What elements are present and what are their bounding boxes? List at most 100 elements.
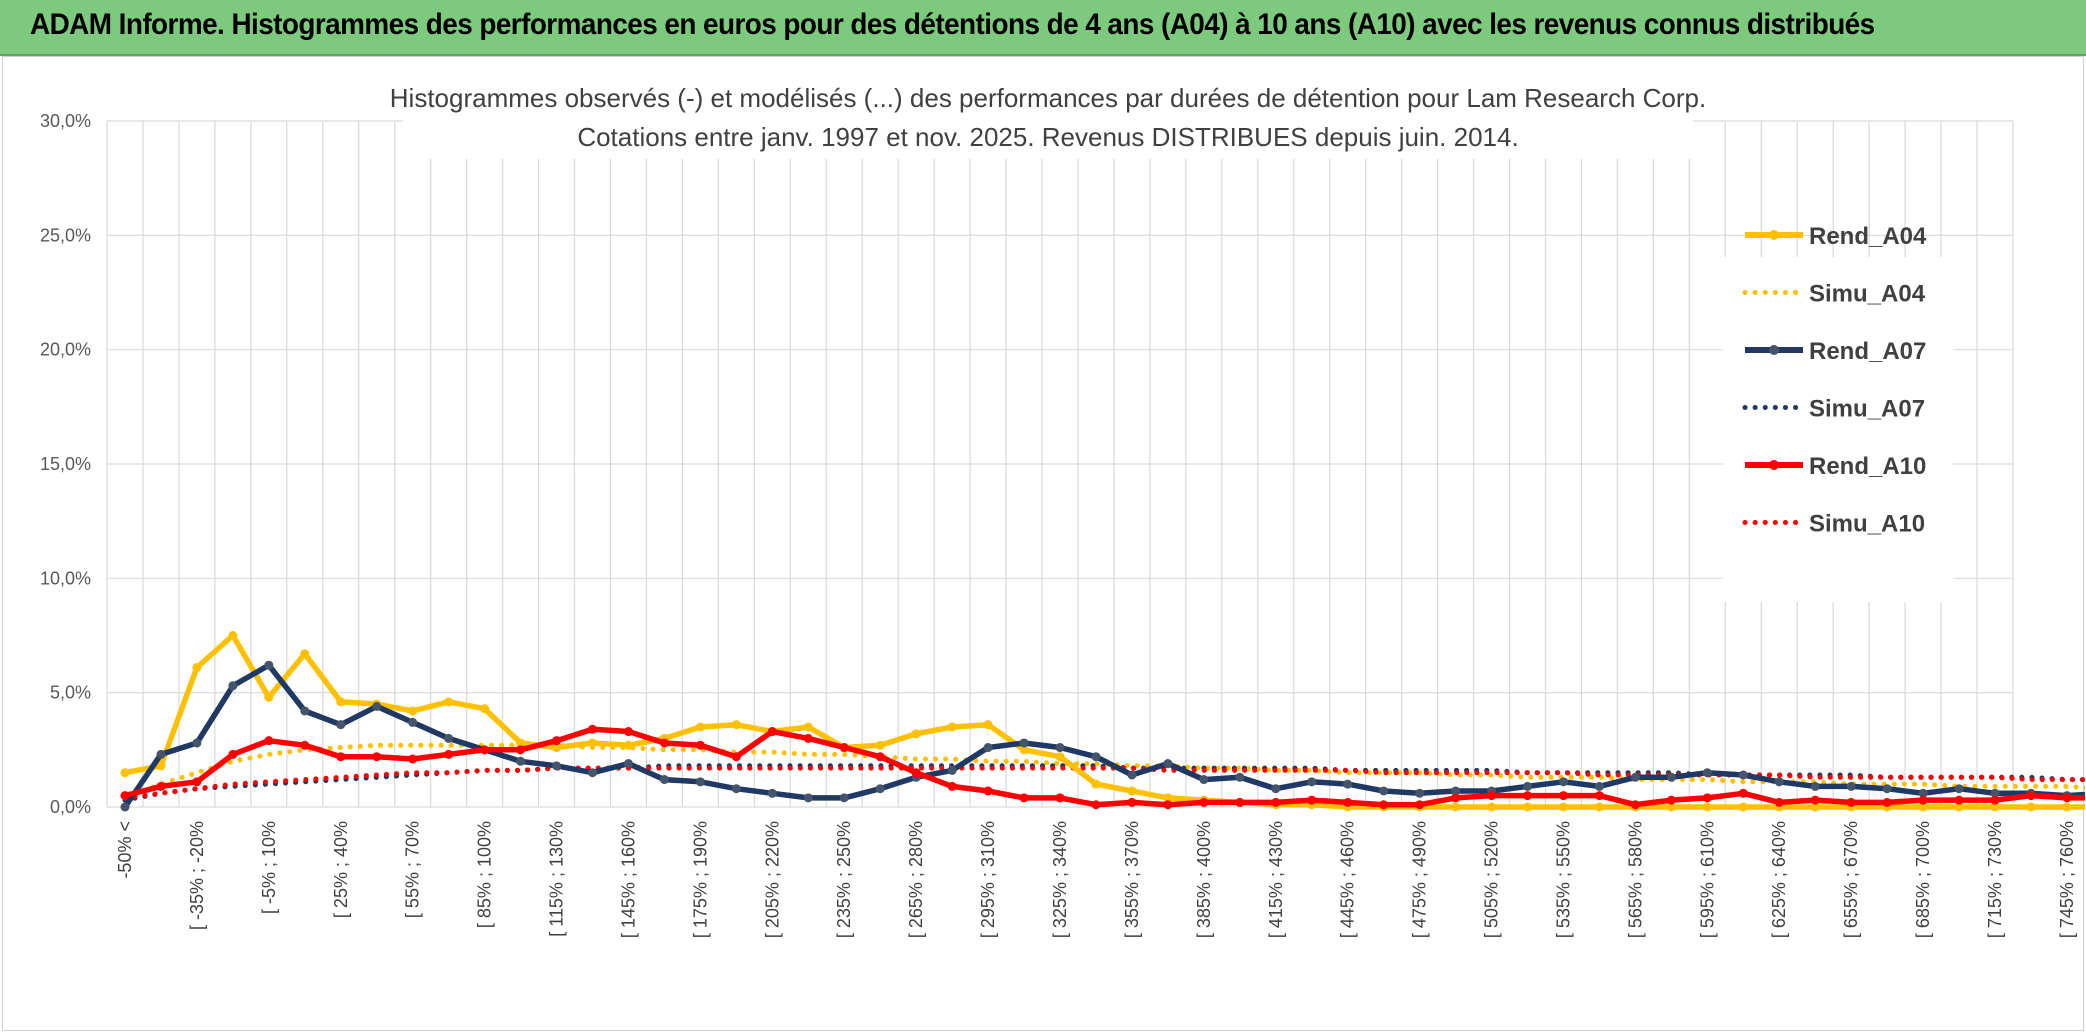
x-tick-label: -50% <: [115, 821, 135, 879]
data-point: [120, 791, 130, 801]
data-point: [1990, 802, 2000, 812]
x-tick-label: [ 355% ; 370%: [1122, 821, 1142, 938]
legend-item-simu_a10: Simu_A10: [1742, 511, 1925, 538]
data-point: [1990, 788, 2000, 798]
data-point: [875, 752, 885, 762]
data-point: [444, 733, 454, 743]
data-point: [1415, 800, 1425, 810]
data-point: [1666, 802, 1676, 812]
data-point: [1091, 779, 1101, 789]
data-point: [947, 722, 957, 732]
data-point: [408, 706, 418, 716]
data-point: [120, 802, 130, 812]
x-tick-label: [ 475% ; 490%: [1410, 821, 1430, 938]
data-point: [1558, 802, 1568, 812]
data-point: [983, 720, 993, 730]
data-point: [803, 793, 813, 803]
x-tick-label: [ 265% ; 280%: [906, 821, 926, 938]
data-point: [767, 727, 777, 737]
data-point: [1738, 802, 1748, 812]
data-point: [516, 756, 526, 766]
data-point: [1558, 777, 1568, 787]
data-point: [1271, 797, 1281, 807]
data-point: [1594, 791, 1604, 801]
data-point: [408, 717, 418, 727]
data-point: [1954, 802, 1964, 812]
data-point: [587, 738, 597, 748]
x-tick-label: [ 25% ; 40%: [331, 821, 351, 918]
data-point: [1810, 795, 1820, 805]
x-tick-label: [ 205% ; 220%: [762, 821, 782, 938]
x-axis: -50% < [ -35% ; -20% [ -5% ; 10% [ 25% ; 40…: [115, 821, 2077, 938]
data-point: [1055, 743, 1065, 753]
x-tick-label: [ 235% ; 250%: [834, 821, 854, 938]
data-point: [1019, 738, 1029, 748]
data-point: [1630, 772, 1640, 782]
x-tick-label: [ 145% ; 160%: [618, 821, 638, 938]
legend-label: Simu_A07: [1809, 396, 1925, 423]
legend-item-rend_a07: Rend_A07: [1745, 338, 1926, 365]
data-point: [192, 738, 202, 748]
data-point: [1918, 795, 1928, 805]
chart-svg: 0,0% 5,0% 10,0% 15,0% 20,0% 25,0% 30,0% -50% <…: [40, 79, 2085, 938]
data-point: [1810, 781, 1820, 791]
x-tick-label: [ 685% ; 700%: [1913, 821, 1933, 938]
data-point: [1451, 786, 1461, 796]
data-point: [480, 745, 490, 755]
data-point: [1990, 795, 2000, 805]
data-point: [1702, 793, 1712, 803]
data-point: [1487, 802, 1497, 812]
legend-item-simu_a07: Simu_A07: [1742, 396, 1925, 423]
legend-label: Simu_A04: [1809, 281, 1926, 308]
y-tick-label: 30,0%: [40, 111, 91, 131]
data-point: [1882, 784, 1892, 794]
data-point: [659, 738, 669, 748]
data-point: [1702, 802, 1712, 812]
data-point: [228, 749, 238, 759]
series-line: [124, 726, 2085, 808]
x-tick-label: [ 295% ; 310%: [978, 821, 998, 938]
data-point: [1594, 781, 1604, 791]
x-tick-label: [ 175% ; 190%: [690, 821, 710, 938]
data-point: [1199, 797, 1209, 807]
legend-item-simu_a04: Simu_A04: [1742, 281, 1926, 308]
data-point: [300, 649, 310, 659]
data-point: [1163, 759, 1173, 769]
data-point: [1918, 802, 1928, 812]
data-point: [1127, 797, 1137, 807]
banner-title: ADAM Informe. Histogrammes des performan…: [30, 8, 1875, 41]
data-point: [336, 720, 346, 730]
data-point: [1199, 775, 1209, 785]
data-point: [947, 765, 957, 775]
x-tick-label: [ 115% ; 130%: [547, 821, 567, 937]
legend-label: Rend_A10: [1809, 453, 1926, 480]
x-tick-label: [ 565% ; 580%: [1625, 821, 1645, 938]
x-tick-label: [ 535% ; 550%: [1553, 821, 1573, 938]
chart-title-background: [403, 79, 1693, 159]
x-tick-label: [ 505% ; 520%: [1482, 821, 1502, 938]
x-tick-label: [ 325% ; 340%: [1050, 821, 1070, 938]
legend-label: Rend_A07: [1809, 338, 1926, 365]
data-point: [659, 775, 669, 785]
data-point: [1918, 788, 1928, 798]
data-point: [1055, 793, 1065, 803]
data-point: [1774, 797, 1784, 807]
legend-label: Simu_A10: [1809, 511, 1925, 538]
data-point: [1451, 802, 1461, 812]
data-point: [1163, 800, 1173, 810]
data-point: [1343, 779, 1353, 789]
x-tick-label: [ 415% ; 430%: [1266, 821, 1286, 938]
data-point: [2062, 802, 2072, 812]
data-point: [300, 740, 310, 750]
data-point: [2062, 793, 2072, 803]
chart-titles: Histogrammes observés (-) et modélisés (…: [390, 79, 1706, 159]
data-point: [983, 786, 993, 796]
data-point: [1307, 795, 1317, 805]
data-point: [1523, 781, 1533, 791]
data-point: [156, 761, 166, 771]
data-point: [767, 788, 777, 798]
chart-series: [120, 631, 2085, 812]
data-point: [983, 743, 993, 753]
data-point: [695, 740, 705, 750]
y-tick-label: 15,0%: [40, 454, 91, 474]
